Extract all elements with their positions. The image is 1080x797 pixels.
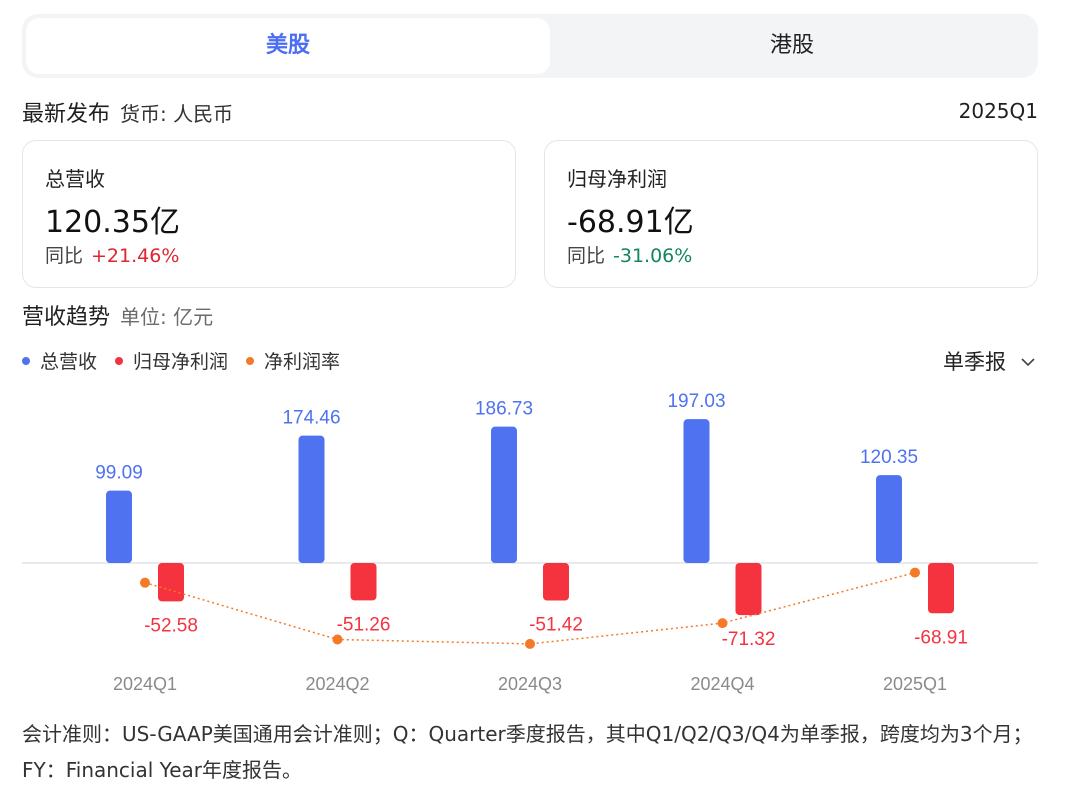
currency-label: 货币: 人民币 [120,102,234,126]
chart-legend: 总营收 归母净利润 净利润率 [22,347,358,374]
legend-net-profit-dot [115,356,124,365]
legend-net-profit-label: 归母净利润 [133,351,229,373]
legend-net-margin[interactable]: 净利润率 [246,347,340,374]
net-profit-value-label: -68.91 [914,627,968,648]
net-profit-value-label: -52.58 [144,615,198,636]
unit-label: 单位: 亿元 [120,305,214,329]
market-tabs: 美股 港股 [22,14,1038,78]
revenue-bar [106,490,132,563]
net-margin-point [332,634,343,645]
revenue-trend-heading: 营收趋势 [22,305,111,330]
revenue-card-value: 120.35亿 [45,205,180,240]
net-margin-point [140,577,150,588]
net-profit-bar [158,563,184,602]
tab-hk-stock[interactable]: 港股 [769,33,814,58]
net-profit-yoy-label: 同比 [567,245,606,267]
x-tick-label: 2024Q1 [113,674,177,694]
revenue-value-label: 174.46 [282,408,340,429]
legend-revenue[interactable]: 总营收 [22,347,97,374]
chevron-down-icon [1020,352,1036,371]
legend-net-profit[interactable]: 归母净利润 [115,347,228,374]
net-profit-value-label: -51.42 [529,615,583,636]
revenue-card[interactable]: 总营收 120.35亿 同比 +21.46% [22,140,516,288]
net-profit-bar [928,563,954,614]
revenue-yoy-value: +21.46% [91,245,180,267]
period-select[interactable]: 单季报 [943,346,1036,376]
net-profit-bar [735,563,762,616]
net-profit-bar [350,563,377,601]
legend-revenue-dot [22,356,30,365]
period-select-value: 单季报 [943,350,1006,374]
net-profit-yoy-value: -31.06% [613,245,693,267]
net-profit-value-label: -71.32 [722,629,776,650]
footnote: 会计准则：US-GAAP美国通用会计准则；Q：Quarter季度报告，其中Q1/… [22,722,1033,782]
legend-net-margin-dot [246,356,255,365]
revenue-value-label: 186.73 [475,399,533,420]
revenue-card-label: 总营收 [45,167,105,191]
net-profit-card-value: -68.91亿 [567,205,694,240]
net-profit-yoy: 同比 -31.06% [567,241,692,268]
revenue-bar [491,426,517,563]
net-profit-card[interactable]: 归母净利润 -68.91亿 同比 -31.06% [544,140,1038,288]
revenue-bar [683,419,710,563]
revenue-bar [876,475,902,563]
revenue-bar [298,435,325,563]
net-profit-value-label: -51.26 [337,614,391,635]
x-tick-label: 2024Q2 [305,674,369,694]
net-margin-point [910,567,920,578]
x-tick-label: 2024Q4 [690,674,754,694]
legend-net-margin-label: 净利润率 [264,351,341,373]
revenue-value-label: 197.03 [667,391,725,412]
x-tick-label: 2025Q1 [883,674,947,694]
revenue-value-label: 120.35 [860,447,918,468]
revenue-trend-chart: 99.09 -52.58 2024Q1 174.46 -51.26 2024Q2 186.7… [22,391,1038,694]
net-profit-bar [543,563,569,601]
report-period: 2025Q1 [958,99,1038,123]
net-margin-point [717,618,728,629]
net-margin-point [525,638,535,649]
legend-revenue-label: 总营收 [40,351,98,373]
revenue-value-label: 99.09 [95,463,143,484]
revenue-trend-title: 营收趋势 单位: 亿元 [22,299,213,331]
x-tick-label: 2024Q3 [498,674,562,694]
latest-release-header: 最新发布 货币: 人民币 [22,96,233,128]
latest-release-title: 最新发布 [22,102,111,127]
revenue-yoy-label: 同比 [45,245,84,267]
revenue-yoy: 同比 +21.46% [45,241,179,268]
net-profit-card-label: 归母净利润 [567,167,667,191]
tab-us-stock[interactable]: 美股 [26,18,550,74]
